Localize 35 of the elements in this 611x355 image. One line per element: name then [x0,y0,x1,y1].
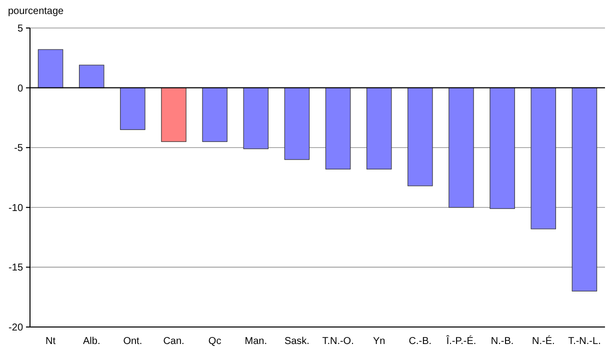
x-tick-label: Man. [244,336,268,347]
x-tick-label: Nt [46,336,56,347]
bar [284,88,310,160]
y-tick-label: 0 [17,83,24,94]
x-tick-label: Sask. [284,336,310,347]
bar [202,88,228,142]
bar [38,49,64,88]
x-tick-label: Î.-P.-É. [445,335,476,347]
x-tick-label: Ont. [123,336,142,347]
y-tick-label: -10 [8,202,24,214]
x-tick-label: Yn [372,336,386,347]
bar [490,88,515,209]
x-tick-label: Qc [208,336,222,347]
y-tick-label: 5 [17,24,24,34]
bar [366,88,392,170]
bar [572,88,598,292]
bar [530,88,556,230]
x-tick-label: T.N.-O. [322,336,354,347]
x-tick-label: Can. [163,336,184,347]
bar [120,88,146,130]
bar [243,88,269,150]
bar [78,64,104,88]
bar [408,88,433,186]
x-tick-label: N.-B. [490,336,514,347]
x-tick-label: N.-É. [532,335,555,347]
y-tick-label: -15 [8,262,24,274]
x-tick-label: C.-B. [408,336,432,347]
x-tick-label: T.-N.-L. [568,336,601,347]
bar [161,88,186,142]
bar [325,88,351,170]
bar [448,88,474,208]
x-tick-label: Alb. [82,336,100,347]
y-axis-title: pourcentage [8,6,64,17]
y-tick-label: -5 [14,143,24,154]
y-tick-label: -20 [8,322,24,334]
